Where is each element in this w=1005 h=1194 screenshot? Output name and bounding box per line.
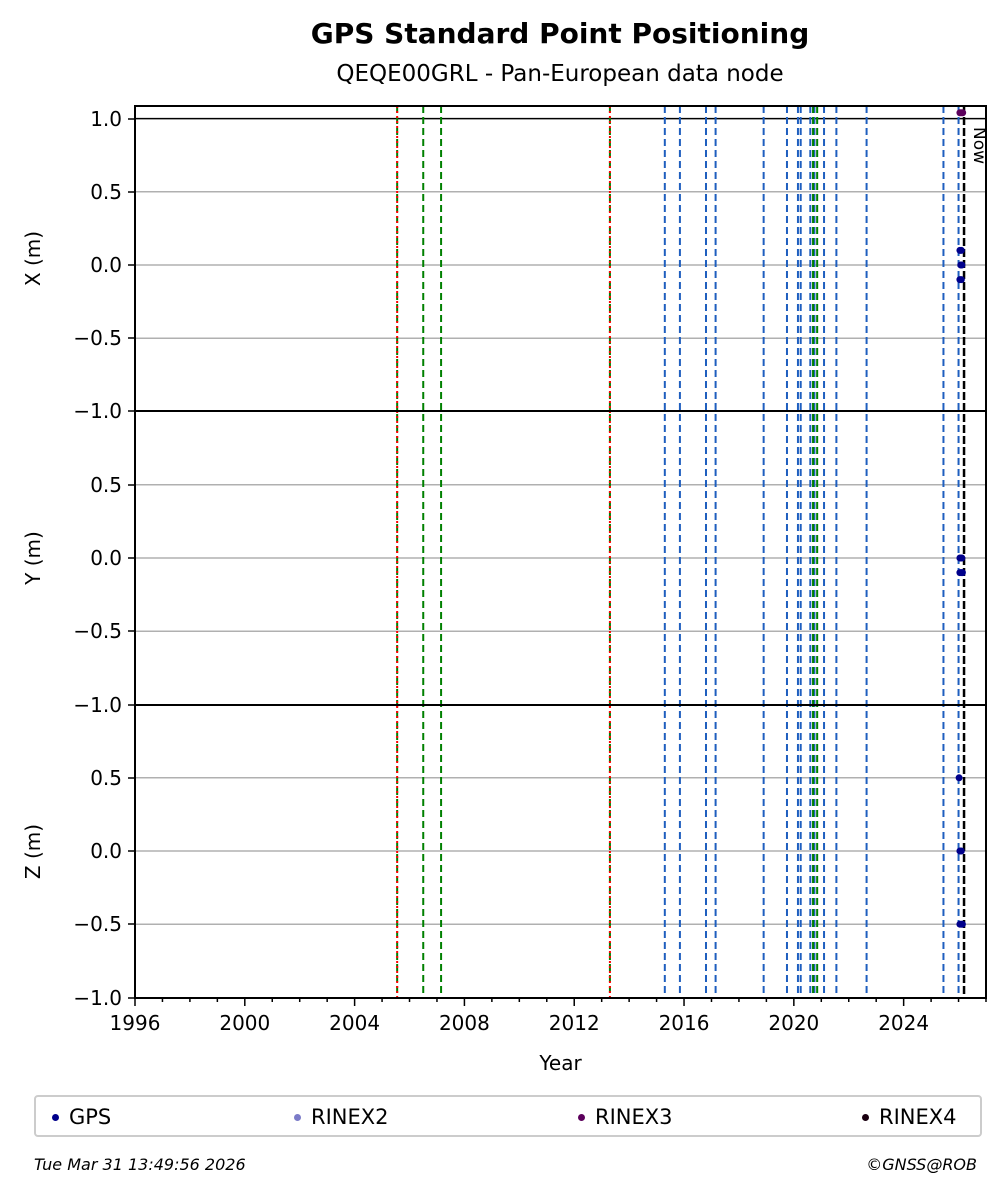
legend-label-rinex2: RINEX2: [311, 1105, 389, 1129]
x-tick-label: 2004: [329, 1011, 380, 1035]
legend-item-rinex2: RINEX2: [294, 1105, 389, 1129]
data-point-rinex3: [959, 109, 967, 117]
legend-marker-rinex3: [578, 1113, 585, 1121]
x-tick-label: 1996: [110, 1011, 161, 1035]
legend: GPS RINEX2 RINEX3 RINEX4: [34, 1095, 982, 1137]
legend-item-rinex4: RINEX4: [862, 1105, 957, 1129]
y-tick-label: −1.0: [73, 399, 122, 423]
data-point-gps: [956, 276, 964, 284]
chart-title: GPS Standard Point Positioning: [311, 17, 810, 50]
plot-frame: [134, 105, 987, 999]
y-axis-label: Y (m): [21, 531, 45, 586]
y-axis-label: Z (m): [21, 824, 45, 879]
x-tick-label: 2016: [659, 1011, 710, 1035]
data-point-gps: [958, 920, 966, 928]
data-point-gps: [958, 569, 966, 577]
legend-item-gps: GPS: [52, 1105, 111, 1129]
chart-figure: GPS Standard Point Positioning QEQE00GRL…: [21, 17, 989, 1075]
footer-timestamp: Tue Mar 31 13:49:56 2026: [34, 1155, 246, 1174]
legend-label-gps: GPS: [69, 1105, 112, 1129]
y-tick-label: −0.5: [73, 912, 122, 936]
chart-subtitle: QEQE00GRL - Pan-European data node: [336, 61, 783, 87]
y-tick-label: −0.5: [73, 326, 122, 350]
y-tick-label: −1.0: [73, 693, 122, 717]
y-tick-label: 1.0: [90, 107, 122, 131]
legend-item-rinex3: RINEX3: [578, 1105, 673, 1129]
y-tick-label: 0.0: [90, 546, 122, 570]
data-point-gps: [957, 847, 965, 855]
data-point-gps: [955, 774, 963, 782]
y-tick-label: 0.5: [90, 766, 122, 790]
y-tick-label: −0.5: [73, 619, 122, 643]
plot-area: 1.0 0.5 0.0 −0.5 X (m) −1.0 0.5 0.0 −0.5 Y (m) −1.…: [21, 105, 989, 1075]
x-tick-label: 2000: [219, 1011, 270, 1035]
data-point-gps: [958, 261, 966, 269]
legend-marker-gps: [52, 1113, 59, 1121]
y-axis-label: X (m): [21, 231, 45, 286]
y-tick-label: 0.5: [90, 180, 122, 204]
now-label: Now: [969, 127, 989, 164]
y-tick-label: 0.5: [90, 473, 122, 497]
legend-label-rinex4: RINEX4: [879, 1105, 957, 1129]
data-point-gps: [957, 246, 965, 254]
x-tick-label: 2020: [768, 1011, 819, 1035]
legend-marker-rinex2: [294, 1113, 301, 1121]
y-tick-label: 0.0: [90, 839, 122, 863]
y-tick-label: −1.0: [73, 986, 122, 1010]
y-tick-label: 0.0: [90, 253, 122, 277]
x-tick-label: 2008: [439, 1011, 490, 1035]
data-point-gps: [958, 554, 966, 562]
x-tick-label: 2012: [549, 1011, 600, 1035]
x-axis-label: Year: [538, 1051, 582, 1075]
footer-copyright: ©GNSS@ROB: [866, 1155, 977, 1174]
x-tick-label: 2024: [878, 1011, 929, 1035]
legend-marker-rinex4: [862, 1113, 869, 1121]
legend-label-rinex3: RINEX3: [595, 1105, 673, 1129]
